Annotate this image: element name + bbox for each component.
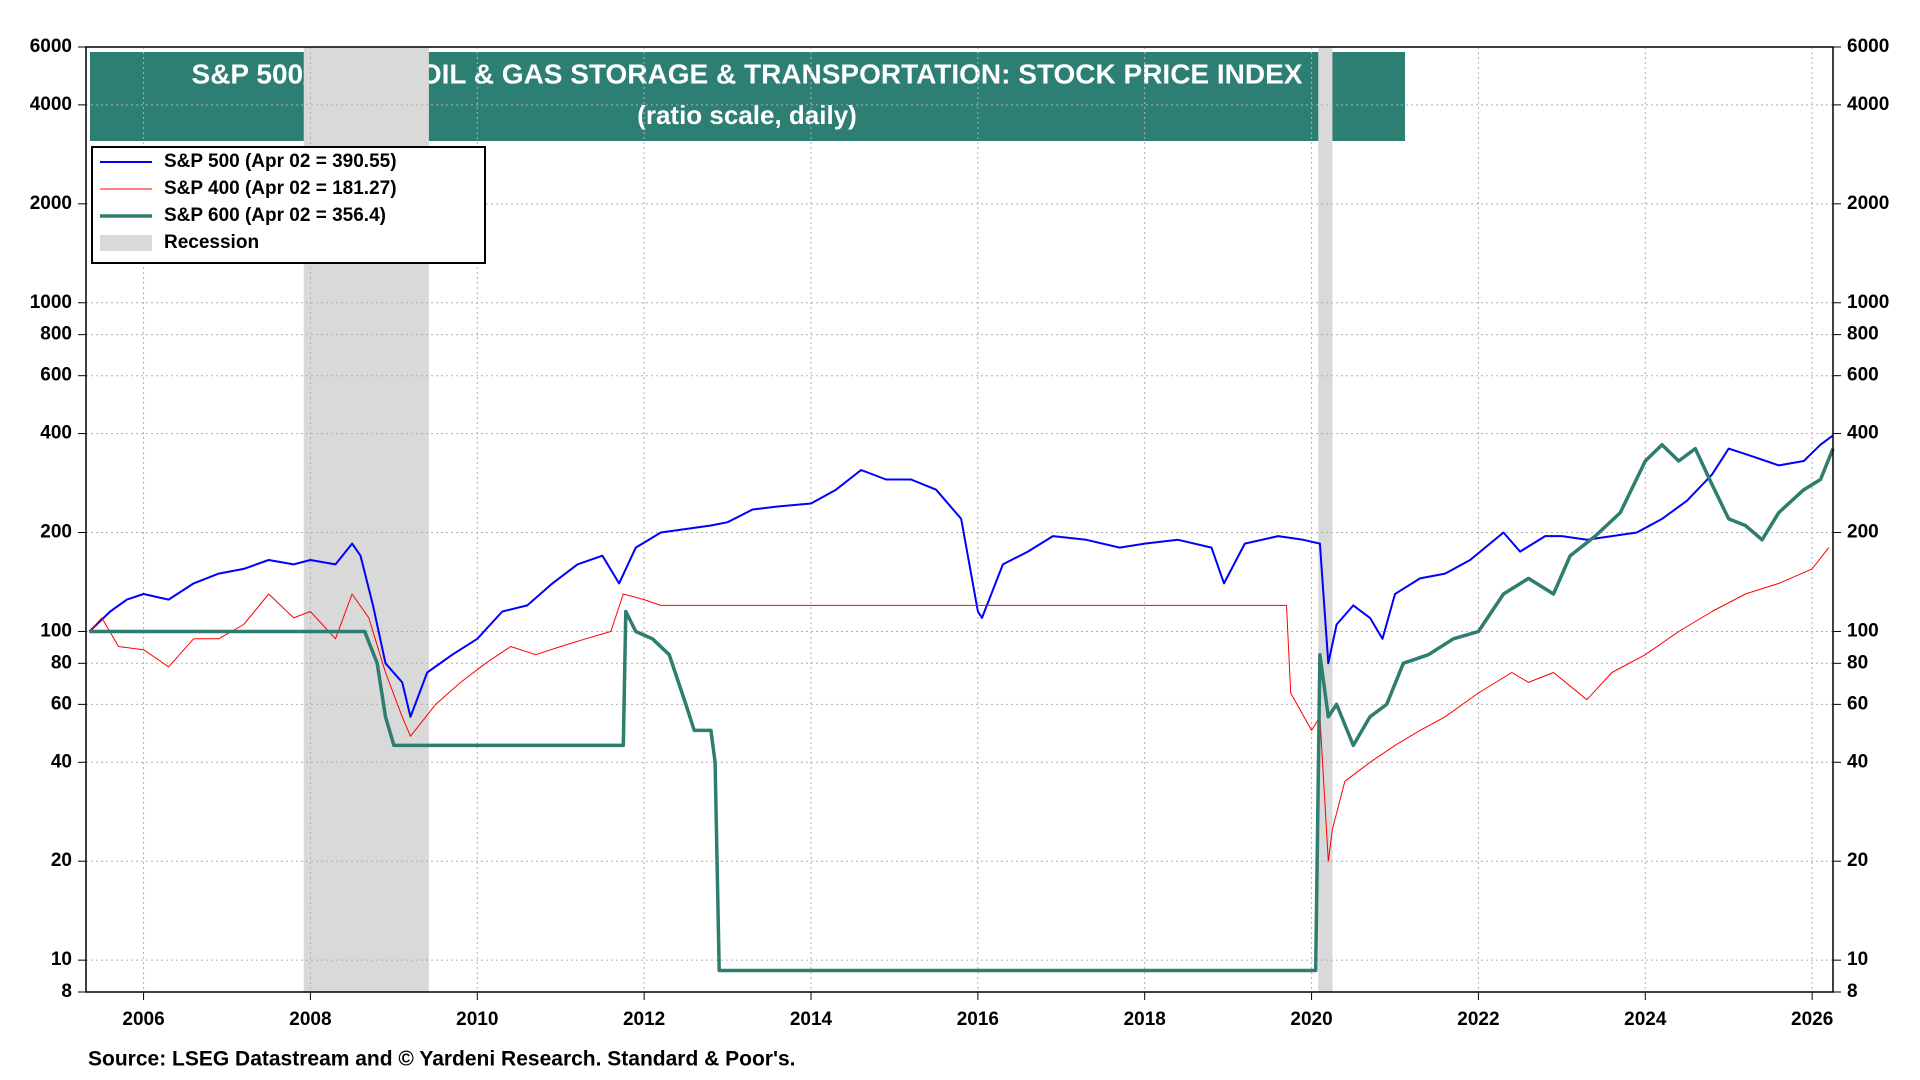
legend-label: S&P 600 (Apr 02 = 356.4) (164, 205, 386, 226)
x-tick-label: 2020 (1290, 1009, 1332, 1030)
y2-tick-label: 400 (1847, 423, 1879, 444)
y2-tick-label: 4000 (1847, 94, 1889, 115)
y2-tick-label: 8 (1847, 981, 1858, 1002)
y-tick-label: 4000 (30, 94, 72, 115)
y-tick-label: 40 (51, 751, 72, 772)
legend-label: Recession (164, 232, 259, 253)
x-tick-label: 2016 (957, 1009, 999, 1030)
legend-box (91, 146, 486, 264)
y-tick-label: 800 (40, 324, 72, 345)
legend-label: S&P 400 (Apr 02 = 181.27) (164, 178, 397, 199)
plot-frame (85, 46, 1834, 993)
x-tick-label: 2006 (122, 1009, 164, 1030)
chart-subtitle: (ratio scale, daily) (637, 100, 857, 130)
y2-tick-label: 600 (1847, 365, 1879, 386)
y-tick-label: 6000 (30, 36, 72, 57)
y-tick-label: 100 (40, 620, 72, 641)
y-tick-label: 400 (40, 423, 72, 444)
y2-tick-label: 6000 (1847, 36, 1889, 57)
recession-band (1318, 47, 1333, 992)
y2-tick-label: 800 (1847, 324, 1879, 345)
x-tick-label: 2024 (1624, 1009, 1667, 1030)
y-tick-label: 80 (51, 652, 72, 673)
y-tick-label: 2000 (30, 193, 72, 214)
x-tick-label: 2022 (1457, 1009, 1499, 1030)
y2-tick-label: 20 (1847, 850, 1868, 871)
x-tick-label: 2008 (289, 1009, 331, 1030)
y-tick-label: 600 (40, 365, 72, 386)
y2-tick-label: 1000 (1847, 292, 1889, 313)
source: Source: LSEG Datastream and © Yardeni Re… (88, 1048, 795, 1071)
y2-tick-label: 10 (1847, 949, 1868, 970)
y-tick-label: 200 (40, 522, 72, 543)
y-tick-label: 8 (61, 981, 72, 1002)
y-tick-label: 60 (51, 693, 72, 714)
x-tick-label: 2012 (623, 1009, 665, 1030)
x-tick-label: 2026 (1791, 1009, 1833, 1030)
series-line (88, 434, 1834, 718)
y-tick-label: 10 (51, 949, 72, 970)
y2-tick-label: 100 (1847, 620, 1879, 641)
y-tick-label: 20 (51, 850, 72, 871)
legend-swatch (100, 235, 152, 251)
y2-tick-label: 60 (1847, 693, 1868, 714)
y2-tick-label: 2000 (1847, 193, 1889, 214)
x-tick-label: 2018 (1124, 1009, 1166, 1030)
y2-tick-label: 80 (1847, 652, 1868, 673)
y2-tick-label: 40 (1847, 751, 1868, 772)
legend-label: S&P 500 (Apr 02 = 390.55) (164, 151, 397, 172)
series-line (89, 442, 1835, 973)
y2-tick-label: 200 (1847, 522, 1879, 543)
y-tick-label: 1000 (30, 292, 72, 313)
x-tick-label: 2014 (790, 1009, 833, 1030)
x-tick-label: 2010 (456, 1009, 498, 1030)
series-line (88, 547, 1830, 862)
